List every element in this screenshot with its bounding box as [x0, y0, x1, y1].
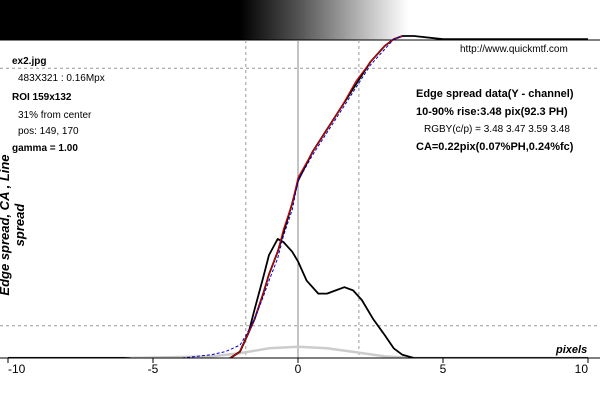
- results-heading: Edge spread data(Y - channel): [416, 88, 574, 100]
- from-center-label: 31% from center: [18, 110, 92, 121]
- edge-spread-blue-line: [181, 35, 403, 359]
- x-axis-ticks: -10 -5 0 5 10: [7, 358, 589, 376]
- rise-label: 10-90% rise:3.48 pix(92.3 PH): [416, 106, 568, 118]
- x-tick-label: 5: [440, 362, 447, 376]
- position-label: pos: 149, 170: [18, 126, 79, 137]
- rgby-label: RGBY(c/p) = 3.48 3.47 3.59 3.48: [424, 124, 570, 135]
- x-tick-label: -5: [148, 362, 159, 376]
- website-label: http://www.quickmtf.com: [460, 44, 568, 55]
- filename-label: ex2.jpg: [12, 56, 47, 67]
- x-tick-label: -10: [8, 362, 26, 376]
- axis-band: [0, 358, 600, 400]
- gamma-label: gamma = 1.00: [12, 143, 78, 154]
- edge-spread-red-line: [210, 35, 403, 365]
- x-tick-label: 0: [295, 362, 302, 376]
- x-axis-label: pixels: [556, 344, 588, 356]
- ca-label: CA=0.22pix(0.07%PH,0.24%fc): [416, 141, 574, 153]
- edge-image-strip: [0, 0, 600, 40]
- x-tick-label: 10: [575, 362, 589, 376]
- y-axis-label: Edge spread, CA , Line spread: [0, 154, 27, 296]
- grid-lines: [0, 40, 600, 358]
- image-size-label: 483X321 : 0.16Mpx: [18, 73, 105, 84]
- roi-label: ROI 159x132: [12, 92, 72, 103]
